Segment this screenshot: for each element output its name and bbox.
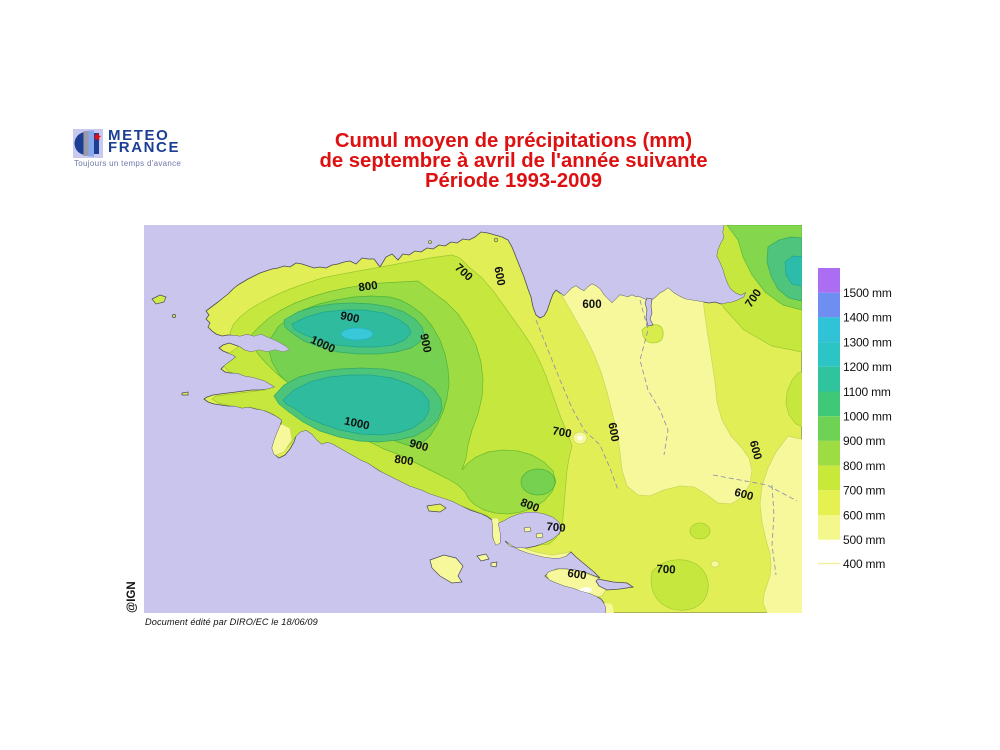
svg-text:1500 mm: 1500 mm <box>843 286 892 300</box>
svg-text:800: 800 <box>394 454 415 469</box>
svg-text:900: 900 <box>339 310 360 326</box>
svg-text:700: 700 <box>551 425 572 440</box>
svg-text:700: 700 <box>546 521 566 535</box>
svg-text:800: 800 <box>358 280 379 295</box>
svg-text:900 mm: 900 mm <box>843 434 885 448</box>
svg-text:1300 mm: 1300 mm <box>843 335 892 349</box>
svg-text:900: 900 <box>417 333 433 354</box>
svg-text:600: 600 <box>733 487 755 504</box>
svg-text:1000: 1000 <box>343 415 371 432</box>
svg-text:1200 mm: 1200 mm <box>843 360 892 374</box>
svg-text:600: 600 <box>582 299 601 311</box>
svg-text:1000 mm: 1000 mm <box>843 410 892 424</box>
svg-text:800 mm: 800 mm <box>843 459 885 473</box>
svg-text:700 mm: 700 mm <box>843 484 885 498</box>
svg-text:400 mm: 400 mm <box>843 557 885 571</box>
svg-text:600 mm: 600 mm <box>843 508 885 522</box>
svg-text:900: 900 <box>408 438 430 455</box>
svg-text:1400 mm: 1400 mm <box>843 311 892 325</box>
svg-text:700: 700 <box>656 564 676 577</box>
svg-text:600: 600 <box>491 266 506 287</box>
svg-text:600: 600 <box>605 422 620 443</box>
svg-text:500 mm: 500 mm <box>843 533 885 547</box>
svg-text:600: 600 <box>567 568 588 583</box>
svg-text:1100 mm: 1100 mm <box>843 385 891 399</box>
svg-text:600: 600 <box>747 439 764 461</box>
